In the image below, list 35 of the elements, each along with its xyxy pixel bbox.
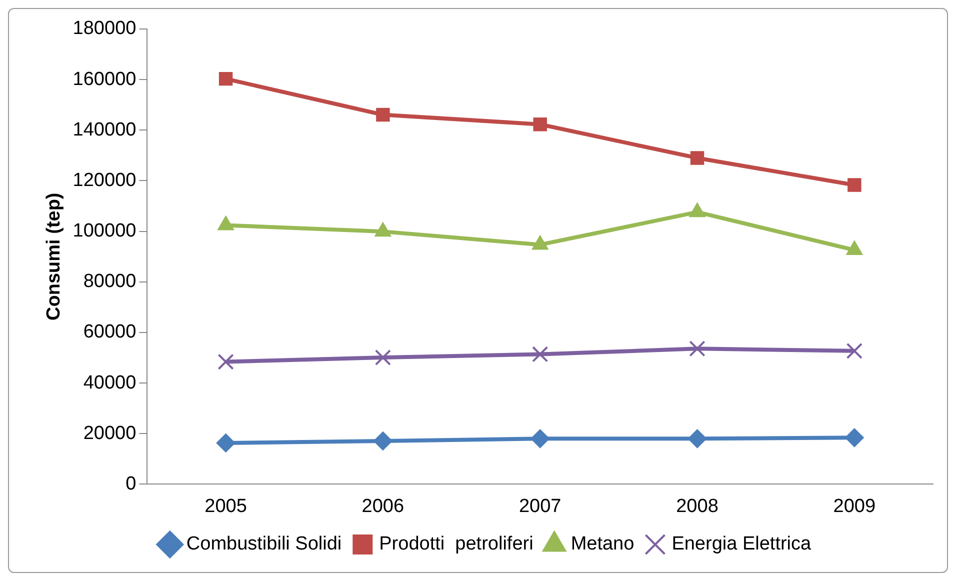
y-tick-label: 20000 xyxy=(83,422,136,444)
legend-label: Prodotti petroliferi xyxy=(379,534,534,555)
point xyxy=(376,108,390,122)
point xyxy=(533,117,547,132)
point xyxy=(374,349,392,366)
point xyxy=(216,433,236,452)
y-tick-label: 40000 xyxy=(83,372,136,394)
y-tick-label: 80000 xyxy=(83,271,136,292)
y-axis-title: Consumi (tep) xyxy=(44,192,65,320)
point xyxy=(532,346,548,362)
point xyxy=(846,342,862,359)
point xyxy=(844,428,864,448)
point xyxy=(689,340,706,357)
point xyxy=(690,151,704,165)
point xyxy=(218,72,233,86)
point xyxy=(688,429,707,448)
x-tick-label: 2009 xyxy=(833,496,876,517)
x-tick-label: 2007 xyxy=(518,496,562,517)
x-tick-label: 2006 xyxy=(362,496,404,517)
y-tick-label: 120000 xyxy=(72,170,136,191)
y-tick-label: 160000 xyxy=(72,68,136,90)
point xyxy=(530,429,550,448)
y-tick-label: 180000 xyxy=(72,18,136,40)
y-tick-label: 100000 xyxy=(72,220,136,242)
legend-label: Energia Elettrica xyxy=(672,534,812,555)
point xyxy=(848,178,862,192)
x-tick-label: 2008 xyxy=(676,496,718,517)
x-tick-label: 2005 xyxy=(204,496,247,517)
point xyxy=(373,431,392,450)
legend-label: Metano xyxy=(570,534,634,555)
y-tick-label: 0 xyxy=(126,473,136,494)
y-tick-label: 140000 xyxy=(72,119,136,140)
y-tick-label: 60000 xyxy=(83,322,136,343)
legend-label: Combustibili Solidi xyxy=(186,534,342,555)
point xyxy=(218,354,234,370)
